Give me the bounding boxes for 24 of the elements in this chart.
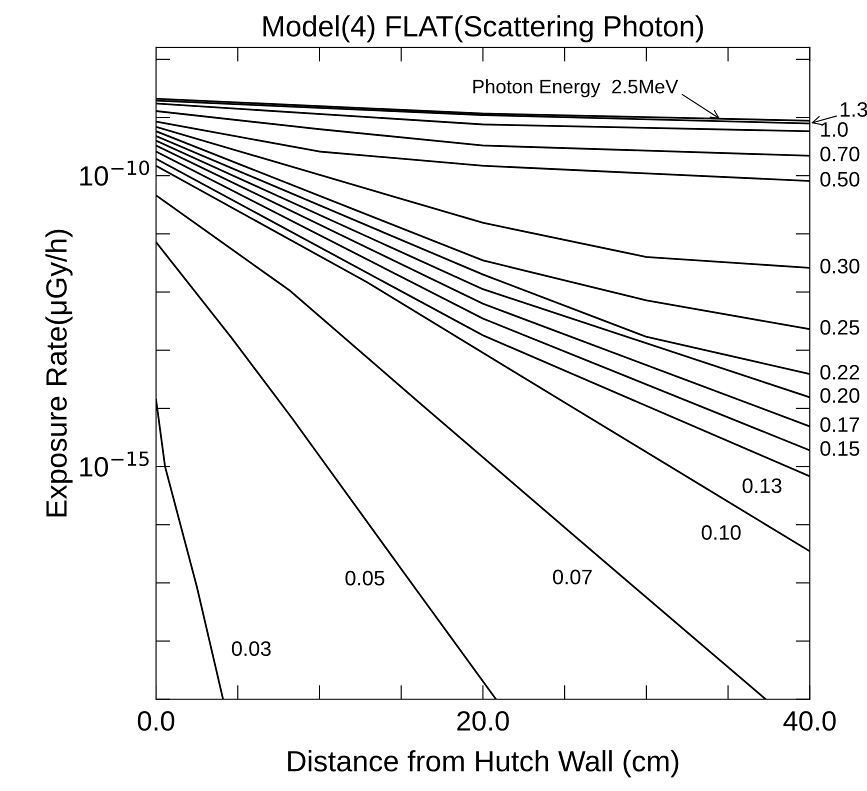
annotation: 0.03 (232, 641, 271, 656)
x-tick-label: 20.0 (457, 711, 509, 731)
annotation: 0.07 (553, 570, 592, 584)
annotation: 0.13 (742, 478, 782, 494)
x-tick-label: 40.0 (783, 711, 836, 731)
annotation: 1.0 (821, 122, 848, 137)
annotation: 0.22 (820, 364, 860, 380)
annotation: 0.10 (702, 525, 741, 540)
annotation: 0.05 (345, 570, 384, 586)
annotation: 0.70 (820, 146, 860, 162)
annotation: 0.17 (820, 417, 860, 432)
x-axis-title: Distance from Hutch Wall (cm) (288, 750, 678, 778)
y-tick-label: 10$^{−10}$ (80, 160, 150, 186)
y-tick-label: 10$^{−15}$ (80, 452, 149, 477)
x-tick-label: 0.0 (138, 711, 174, 731)
annotation: 0.20 (820, 388, 860, 403)
annotation: Photon Energy 2.5MeV (473, 79, 678, 98)
annotation: 0.30 (820, 258, 860, 274)
y-axis-title: Exposure Rate(μGy/h) (45, 230, 73, 516)
annotation: 0.50 (820, 172, 860, 187)
annotation: 1.3 (840, 102, 867, 117)
annotation: 0.15 (820, 441, 860, 456)
chart-title: Model(4) FLAT(Scattering Photon) (264, 15, 703, 42)
annotation: 0.25 (820, 320, 860, 335)
